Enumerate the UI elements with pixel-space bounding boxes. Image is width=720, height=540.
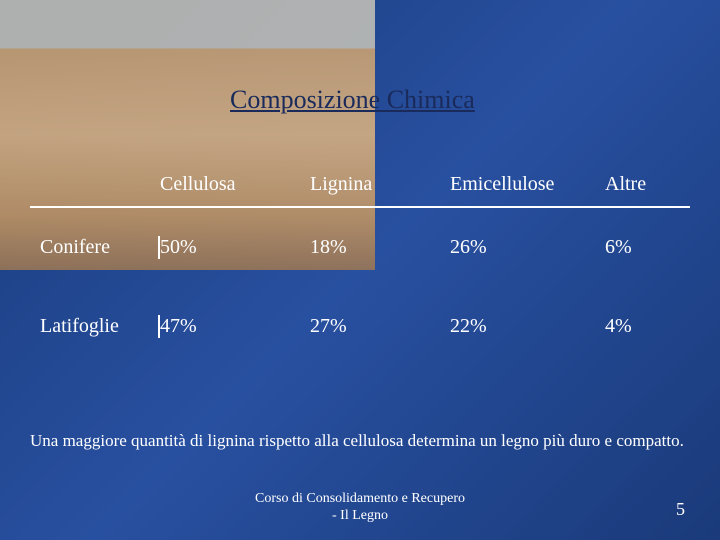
footer: Corso di Consolidamento e Recupero - Il … xyxy=(0,491,720,525)
composition-table: Cellulosa Lignina Emicellulose Altre Con… xyxy=(30,165,690,366)
cell: 4% xyxy=(605,315,690,338)
header-lignina: Lignina xyxy=(310,173,450,196)
table-row: Latifoglie 47% 27% 22% 4% xyxy=(30,287,690,366)
table-row: Conifere 50% 18% 26% 6% xyxy=(30,208,690,287)
footer-line2: - Il Legno xyxy=(332,508,388,523)
cell: 47% xyxy=(160,315,310,338)
cell: 6% xyxy=(605,236,690,259)
header-cellulosa: Cellulosa xyxy=(160,173,310,196)
row-category: Conifere xyxy=(30,236,160,259)
cell: 22% xyxy=(450,315,605,338)
slide-title: Composizione Chimica xyxy=(230,85,475,115)
header-altre: Altre xyxy=(605,173,690,196)
header-empty xyxy=(30,173,160,196)
header-emicellulose: Emicellulose xyxy=(450,173,605,196)
footer-line1: Corso di Consolidamento e Recupero xyxy=(255,491,465,506)
page-number: 5 xyxy=(676,499,685,520)
cell: 27% xyxy=(310,315,450,338)
cell: 26% xyxy=(450,236,605,259)
cell: 50% xyxy=(160,236,310,259)
row-category: Latifoglie xyxy=(30,315,160,338)
body-text: Una maggiore quantità di lignina rispett… xyxy=(30,430,690,452)
table-header-row: Cellulosa Lignina Emicellulose Altre xyxy=(30,165,690,208)
cell: 18% xyxy=(310,236,450,259)
